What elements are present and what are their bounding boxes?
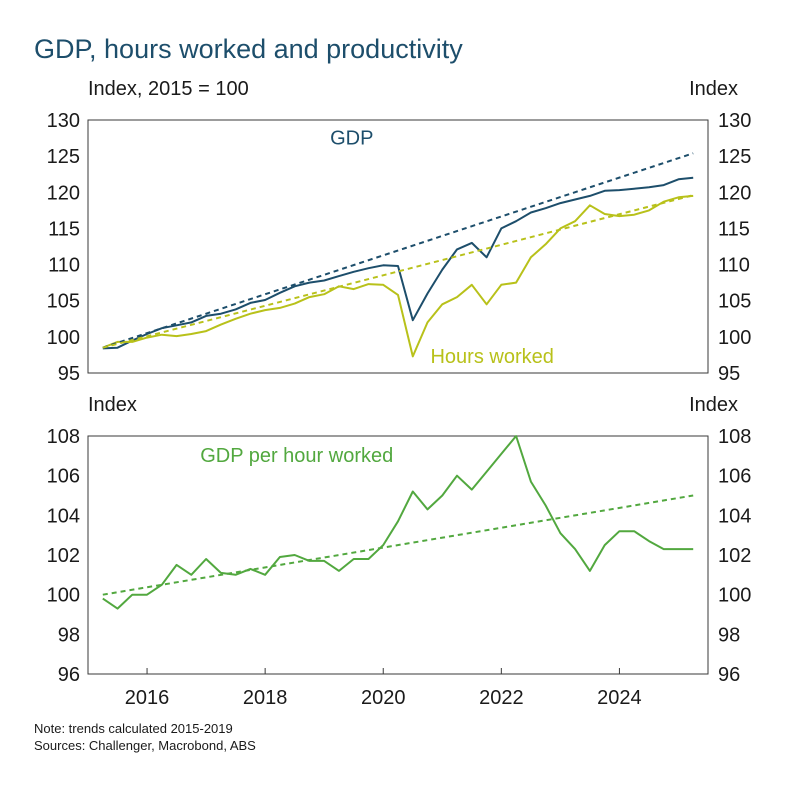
y-tick-label-left: 95 (58, 363, 80, 385)
y-tick-label-right: 115 (718, 218, 750, 240)
footnote: Note: trends calculated 2015-2019 Source… (34, 720, 256, 754)
y-tick-label-left: 110 (48, 255, 80, 277)
y-tick-label-left: 98 (58, 624, 80, 646)
y-tick-label-left: 102 (47, 545, 80, 567)
y-tick-label-right: 100 (718, 585, 751, 607)
y-tick-label-right: 95 (718, 363, 740, 385)
sources-text: Sources: Challenger, Macrobond, ABS (34, 738, 256, 753)
series-line-hours-worked (102, 194, 694, 358)
y-tick-label-right: 125 (718, 146, 751, 168)
y-tick-label-left: 130 (47, 110, 80, 132)
y-tick-label-left: 115 (48, 218, 80, 240)
x-tick-label: 2016 (125, 687, 170, 709)
top-left-axis-unit: Index, 2015 = 100 (88, 78, 249, 100)
plot-frame (87, 435, 709, 675)
y-tick-label-left: 96 (58, 664, 80, 686)
series-line-gdp-trend (102, 152, 694, 349)
x-tick-label: 2024 (597, 687, 642, 709)
plot-frame (87, 119, 709, 374)
y-tick-label-right: 110 (718, 255, 750, 277)
bottom-right-axis-unit: Index (689, 394, 738, 416)
y-tick-label-left: 104 (47, 505, 80, 527)
y-tick-label-right: 105 (718, 291, 751, 313)
y-tick-label-left: 100 (47, 327, 80, 349)
x-tick-label: 2022 (479, 687, 524, 709)
y-tick-label-left: 105 (47, 291, 80, 313)
y-tick-label-right: 104 (718, 505, 751, 527)
series-line-gdp-per-hour-worked (102, 435, 694, 610)
x-tick-label: 2020 (361, 687, 406, 709)
y-tick-label-left: 125 (47, 146, 80, 168)
y-tick-label-left: 106 (47, 466, 80, 488)
series-annotation: GDP (330, 128, 373, 150)
note-text: Note: trends calculated 2015-2019 (34, 721, 233, 736)
series-line-gdp (102, 176, 694, 350)
y-tick-label-right: 130 (718, 110, 751, 132)
y-tick-label-left: 120 (47, 182, 80, 204)
y-tick-label-right: 96 (718, 664, 740, 686)
chart-title: GDP, hours worked and productivity (34, 34, 463, 64)
y-tick-label-right: 98 (718, 624, 740, 646)
y-tick-label-right: 120 (718, 182, 751, 204)
y-tick-label-right: 108 (718, 426, 751, 448)
x-tick-label: 2018 (243, 687, 288, 709)
y-tick-label-right: 106 (718, 466, 751, 488)
bottom-left-axis-unit: Index (88, 394, 137, 416)
top-right-axis-unit: Index (689, 78, 738, 100)
series-line-hours-worked-trend (102, 194, 694, 349)
series-line-gdp-per-hour-worked-trend (102, 494, 694, 596)
y-tick-label-right: 100 (718, 327, 751, 349)
y-tick-label-left: 100 (47, 585, 80, 607)
y-tick-label-right: 102 (718, 545, 751, 567)
y-tick-label-left: 108 (47, 426, 80, 448)
series-annotation: Hours worked (430, 346, 553, 368)
series-annotation: GDP per hour worked (200, 445, 393, 467)
